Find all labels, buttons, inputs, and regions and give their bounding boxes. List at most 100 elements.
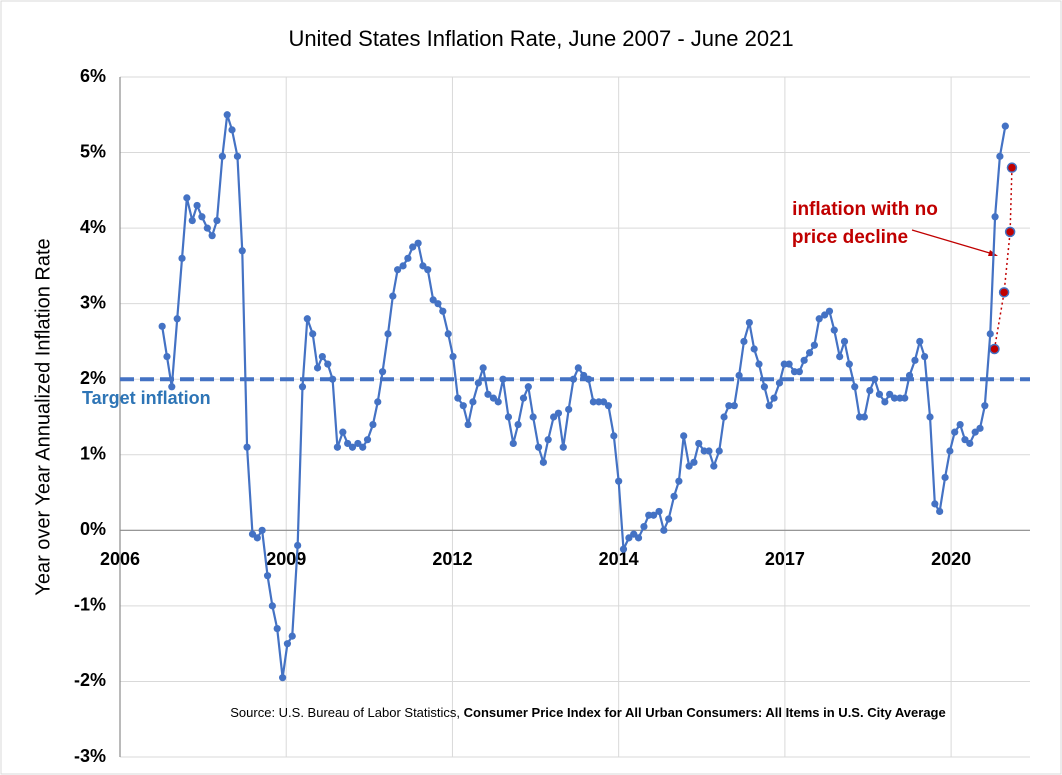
data-point — [976, 424, 984, 432]
data-point — [986, 330, 994, 338]
y-tick-label: 0% — [80, 519, 106, 539]
data-point — [183, 194, 191, 202]
data-point — [208, 232, 216, 240]
data-point — [685, 462, 693, 470]
data-point — [725, 402, 733, 410]
annotation-line: price decline — [792, 227, 908, 248]
data-point — [875, 390, 884, 398]
data-point — [860, 413, 868, 421]
data-point — [339, 428, 347, 436]
y-axis-label: Year over Year Annualized Inflation Rate — [32, 238, 54, 595]
data-point — [800, 356, 808, 364]
annotation-arrow — [911, 229, 994, 255]
data-point — [1006, 162, 1018, 173]
data-point — [911, 356, 919, 364]
data-point — [931, 500, 939, 508]
data-point — [1004, 226, 1016, 238]
data-point — [378, 368, 387, 376]
data-point — [821, 311, 829, 319]
data-point — [845, 360, 853, 368]
data-point — [419, 262, 427, 270]
data-point — [534, 443, 543, 451]
data-point — [996, 152, 1004, 160]
y-tick-label: 1% — [80, 444, 106, 464]
data-point — [619, 545, 628, 553]
data-point — [333, 443, 342, 451]
data-point — [318, 352, 326, 361]
data-point — [886, 390, 894, 398]
data-point — [499, 375, 507, 383]
chart-title: United States Inflation Rate, June 2007 … — [288, 26, 793, 51]
source-note: Source: U.S. Bureau of Labor Statistics,… — [230, 705, 945, 720]
y-tick-label: -3% — [74, 746, 106, 766]
data-point — [1001, 122, 1009, 130]
data-point — [559, 443, 567, 451]
data-point — [294, 541, 302, 550]
data-point — [348, 443, 357, 451]
data-point — [354, 439, 362, 448]
data-point — [580, 371, 588, 380]
data-point — [715, 447, 723, 455]
data-point — [871, 375, 879, 383]
y-tick-label: 3% — [80, 292, 106, 312]
data-point — [765, 402, 773, 410]
annotation-line: inflation with no — [792, 199, 938, 220]
data-point — [550, 413, 558, 421]
data-point — [805, 349, 814, 357]
data-point — [750, 345, 758, 353]
data-point — [785, 360, 793, 368]
data-point — [589, 398, 597, 406]
data-point — [574, 364, 582, 372]
data-point — [268, 602, 276, 610]
data-point — [936, 507, 944, 516]
data-point — [173, 315, 181, 323]
data-point — [680, 432, 688, 440]
data-point — [705, 447, 713, 455]
x-tick-label: 2012 — [432, 549, 472, 569]
data-point — [961, 436, 969, 444]
data-point — [851, 383, 859, 391]
data-point — [825, 307, 834, 315]
data-point — [840, 337, 849, 346]
data-point — [615, 477, 623, 485]
data-point — [991, 213, 999, 221]
data-point — [625, 534, 633, 542]
data-point — [600, 398, 608, 406]
data-point — [675, 477, 683, 485]
data-point — [188, 216, 196, 225]
data-point — [509, 439, 517, 448]
data-point — [198, 213, 206, 221]
data-point — [584, 375, 593, 383]
data-point — [529, 413, 537, 421]
data-point — [439, 307, 447, 315]
data-point — [203, 224, 211, 232]
data-point — [303, 315, 311, 323]
data-point — [298, 383, 307, 391]
data-point — [288, 632, 296, 640]
data-point — [660, 526, 668, 534]
data-point — [474, 379, 482, 387]
data-point — [459, 402, 467, 410]
data-point — [730, 402, 738, 410]
x-tick-label: 2017 — [765, 549, 805, 569]
data-point — [404, 254, 412, 262]
data-point — [479, 364, 487, 372]
data-point — [989, 343, 1000, 355]
y-tick-label: 5% — [80, 141, 106, 161]
data-point — [469, 398, 477, 406]
data-point — [409, 243, 417, 251]
data-point — [163, 352, 171, 361]
data-point — [740, 337, 748, 346]
data-point — [309, 330, 317, 338]
data-point — [424, 266, 432, 274]
data-point — [454, 394, 462, 402]
data-point — [956, 420, 964, 429]
data-point — [695, 439, 703, 448]
data-point — [770, 394, 778, 402]
data-point — [836, 352, 844, 361]
y-tick-label: -2% — [74, 670, 106, 690]
data-point — [449, 352, 457, 361]
data-point — [655, 507, 663, 516]
target-label: Target inflation — [82, 388, 211, 408]
data-point — [745, 318, 753, 327]
